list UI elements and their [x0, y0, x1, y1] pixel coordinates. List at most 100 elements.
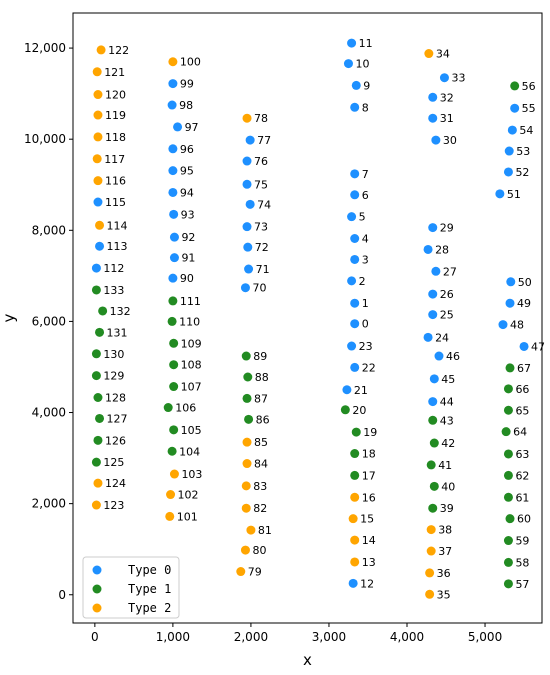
data-point [168, 166, 178, 176]
data-point [519, 341, 529, 351]
data-point [241, 351, 251, 361]
data-point [163, 403, 173, 413]
point-label: 72 [255, 241, 269, 254]
point-label: 84 [254, 458, 268, 471]
data-point [168, 79, 178, 89]
point-label: 133 [103, 284, 124, 297]
point-label: 23 [359, 340, 373, 353]
data-point [428, 503, 438, 513]
legend-marker [92, 603, 102, 613]
point-label: 39 [440, 502, 454, 515]
point-label: 80 [252, 544, 266, 557]
point-label: 20 [352, 404, 366, 417]
data-point [428, 310, 438, 320]
point-label: 116 [105, 175, 126, 188]
point-label: 34 [436, 48, 450, 61]
data-point [242, 222, 252, 232]
y-tick-label: 4,000 [32, 406, 66, 420]
point-label: 18 [362, 448, 376, 461]
y-tick-label: 12,000 [24, 41, 66, 55]
x-tick-label: 0 [91, 630, 99, 644]
data-point [93, 110, 103, 120]
data-point [429, 481, 439, 491]
point-label: 30 [443, 134, 457, 147]
data-point [431, 135, 441, 145]
data-point [91, 371, 101, 381]
data-point [93, 90, 103, 100]
point-label: 85 [254, 436, 268, 449]
point-label: 35 [437, 588, 451, 601]
data-point [91, 500, 101, 510]
point-label: 58 [515, 556, 529, 569]
data-point [501, 427, 511, 437]
data-point [428, 113, 438, 123]
point-label: 122 [108, 44, 129, 57]
point-label: 118 [105, 131, 126, 144]
point-label: 11 [359, 37, 373, 50]
point-label: 16 [362, 491, 376, 504]
point-label: 71 [256, 263, 270, 276]
data-point [243, 372, 253, 382]
data-point [244, 414, 254, 424]
data-point [350, 362, 360, 372]
data-point [498, 320, 508, 330]
data-point [169, 338, 179, 348]
data-point [426, 460, 436, 470]
x-tick-label: 1,000 [156, 630, 190, 644]
point-label: 112 [103, 262, 124, 275]
data-point [510, 81, 520, 91]
point-label: 83 [253, 480, 267, 493]
data-point [350, 319, 360, 329]
y-tick-label: 10,000 [24, 132, 66, 146]
point-label: 62 [515, 469, 529, 482]
point-label: 105 [181, 424, 202, 437]
data-point [350, 557, 360, 567]
data-point [92, 67, 102, 77]
point-label: 128 [105, 391, 126, 404]
data-point [503, 579, 513, 589]
point-label: 76 [254, 155, 268, 168]
data-point [510, 103, 520, 113]
point-label: 1 [362, 297, 369, 310]
point-label: 130 [103, 348, 124, 361]
point-label: 17 [362, 469, 376, 482]
data-point [426, 546, 436, 556]
data-point [173, 122, 183, 132]
data-point [507, 125, 517, 135]
point-label: 12 [360, 577, 374, 590]
point-label: 108 [181, 359, 202, 372]
data-point [166, 490, 176, 500]
point-label: 104 [179, 445, 200, 458]
point-label: 81 [258, 524, 272, 537]
data-point [350, 298, 360, 308]
data-point [93, 392, 103, 402]
point-label: 57 [515, 578, 529, 591]
point-label: 6 [362, 189, 369, 202]
data-point [350, 234, 360, 244]
data-point [245, 135, 255, 145]
data-point [169, 209, 179, 219]
data-point [429, 438, 439, 448]
point-label: 46 [446, 350, 460, 363]
data-point [503, 470, 513, 480]
point-label: 114 [107, 219, 128, 232]
point-label: 25 [440, 309, 454, 322]
point-label: 33 [451, 72, 465, 85]
point-label: 38 [438, 524, 452, 537]
data-point [434, 351, 444, 361]
point-label: 48 [510, 319, 524, 332]
data-point [245, 199, 255, 209]
data-point [241, 503, 251, 513]
plot-frame [72, 12, 543, 624]
data-point [168, 296, 178, 306]
point-label: 50 [518, 276, 532, 289]
point-label: 13 [362, 556, 376, 569]
data-point [505, 514, 515, 524]
data-point [503, 536, 513, 546]
point-label: 10 [355, 58, 369, 71]
data-point [423, 244, 433, 254]
point-label: 4 [362, 233, 369, 246]
point-label: 92 [181, 231, 195, 244]
point-label: 79 [248, 566, 262, 579]
x-tick-label: 3,000 [312, 630, 346, 644]
